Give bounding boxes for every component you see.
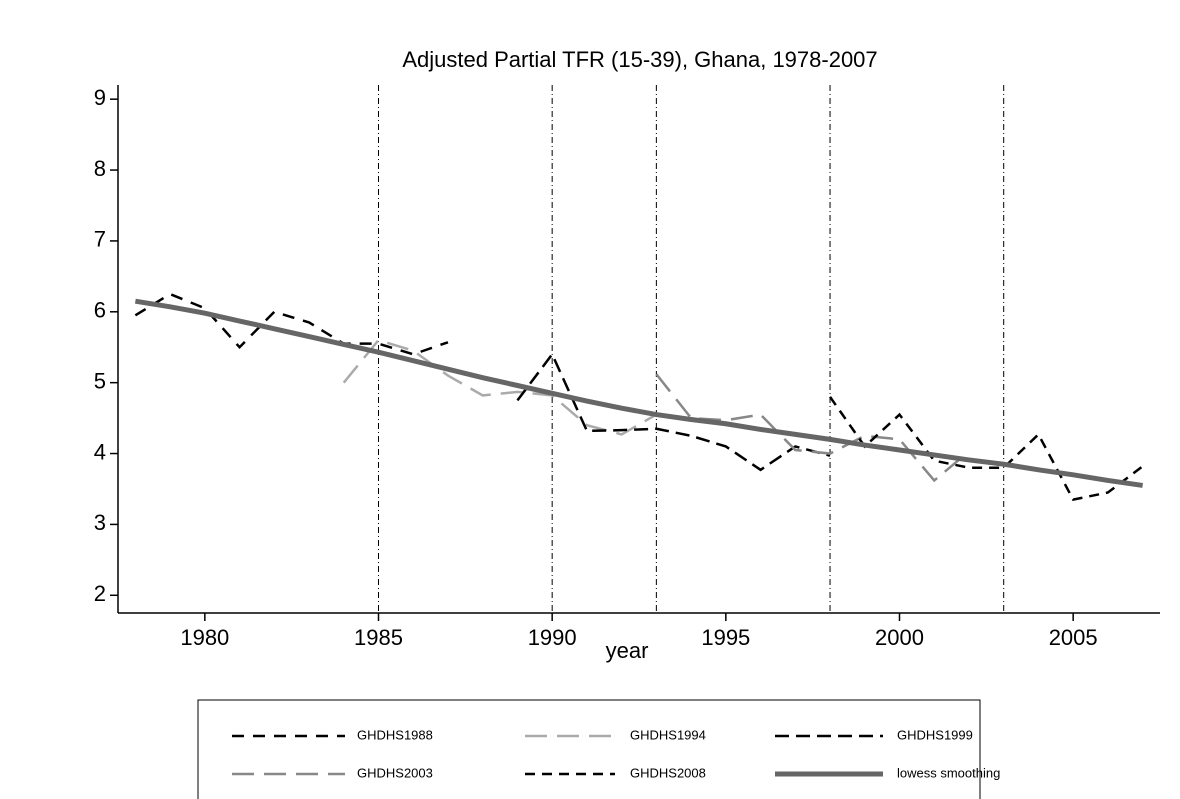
legend-box — [197, 699, 981, 799]
y-tick-label: 5 — [94, 368, 106, 393]
legend-label: lowess smoothing — [897, 765, 1000, 780]
series-line — [829, 396, 1144, 502]
series-line — [134, 298, 1143, 488]
y-tick-label: 3 — [94, 510, 106, 535]
y-tick-label: 8 — [94, 156, 106, 181]
chart-title: Adjusted Partial TFR (15-39), Ghana, 197… — [402, 47, 877, 72]
series-line — [516, 351, 831, 472]
x-tick-label: 2000 — [875, 625, 924, 650]
series-line — [134, 292, 449, 356]
y-tick-label: 7 — [94, 227, 106, 252]
legend-label: GHDHS2008 — [630, 765, 706, 780]
x-tick-label: 1985 — [354, 625, 403, 650]
x-tick-label: 1990 — [528, 625, 577, 650]
x-tick-label: 1980 — [180, 625, 229, 650]
series-line — [655, 373, 970, 483]
legend-label: GHDHS2003 — [357, 765, 433, 780]
y-tick-label: 6 — [94, 298, 106, 323]
y-tick-label: 9 — [94, 85, 106, 110]
x-axis-label: year — [606, 638, 649, 663]
legend-label: GHDHS1994 — [630, 727, 706, 742]
legend-label: GHDHS1988 — [357, 727, 433, 742]
y-tick-label: 4 — [94, 439, 106, 464]
y-tick-label: 2 — [94, 581, 106, 606]
x-tick-label: 2005 — [1049, 625, 1098, 650]
x-tick-label: 1995 — [701, 625, 750, 650]
legend-label: GHDHS1999 — [897, 727, 973, 742]
